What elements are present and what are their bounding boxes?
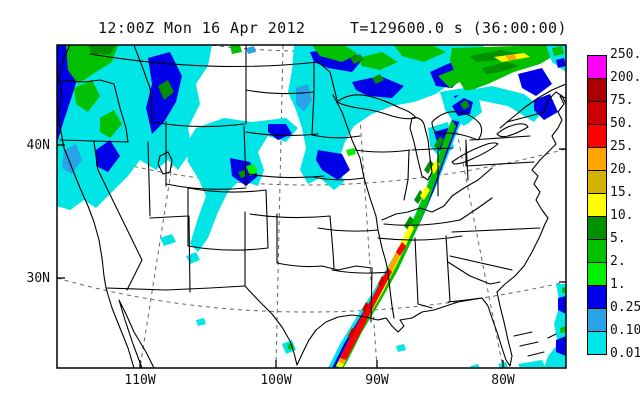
- lon-label-80w: 80W: [491, 373, 515, 388]
- lake-michigan: [409, 117, 433, 181]
- gulf-coast: [296, 291, 513, 367]
- meridian-100w: [275, 45, 284, 368]
- st-lawrence: [499, 83, 566, 129]
- colorbar-label: 20.: [610, 162, 634, 177]
- great-salt-lake: [157, 151, 173, 175]
- precipitation-field: [57, 45, 566, 368]
- title-forecast: T=129600.0 s (36:00:00): [350, 19, 567, 37]
- precip-rockies: [186, 118, 298, 252]
- lon-label-110w: 110W: [124, 373, 156, 388]
- gulf-of-california: [118, 299, 155, 368]
- precip-squall-green: [335, 120, 456, 368]
- colorbar-label: 0.10: [610, 323, 640, 338]
- colorbar-label: 75.: [610, 93, 634, 108]
- colorbar-label: 1.: [610, 277, 626, 292]
- colorbar-label: 0.01: [610, 346, 640, 361]
- colorbar-label: 15.: [610, 185, 634, 200]
- precip-squall-red: [340, 268, 392, 360]
- pacific-coast: [57, 45, 135, 368]
- meridian-90w: [354, 45, 378, 368]
- lat-label-40n: 40N: [26, 138, 50, 153]
- meridian-110w: [139, 45, 192, 368]
- meridian-80w: [439, 45, 504, 368]
- colorbar-label: 25.: [610, 139, 634, 154]
- colorbar-label: 200.: [610, 70, 640, 85]
- map-borders: [57, 45, 566, 368]
- colorbar: [587, 55, 607, 355]
- colorbar-label: 250.: [610, 47, 640, 62]
- lake-ontario: [496, 123, 529, 138]
- colorbar-label: 2.: [610, 254, 626, 269]
- precip-atlantic: [544, 284, 566, 368]
- lon-label-100w: 100W: [260, 373, 292, 388]
- atlantic-coast: [496, 95, 566, 293]
- colorbar-label: 50.: [610, 116, 634, 131]
- lake-erie: [451, 142, 499, 165]
- colorbar-label: 10.: [610, 208, 634, 223]
- bahamas: [513, 331, 557, 357]
- colorbar-box: [587, 331, 607, 355]
- us-mexico-border: [105, 285, 298, 366]
- colorbar-label: 5.: [610, 231, 626, 246]
- lon-label-90w: 90W: [365, 373, 389, 388]
- state-borders: [57, 45, 541, 323]
- parallel-30n: [57, 277, 566, 313]
- ne-canada-border: [506, 91, 566, 123]
- title-datetime: 12:00Z Mon 16 Apr 2012: [98, 19, 306, 37]
- canada-border: [89, 53, 338, 101]
- lat-label-30n: 30N: [26, 271, 50, 286]
- colorbar-label: 0.25: [610, 300, 640, 315]
- axis-ticks: [57, 144, 566, 368]
- map-frame: [56, 44, 567, 369]
